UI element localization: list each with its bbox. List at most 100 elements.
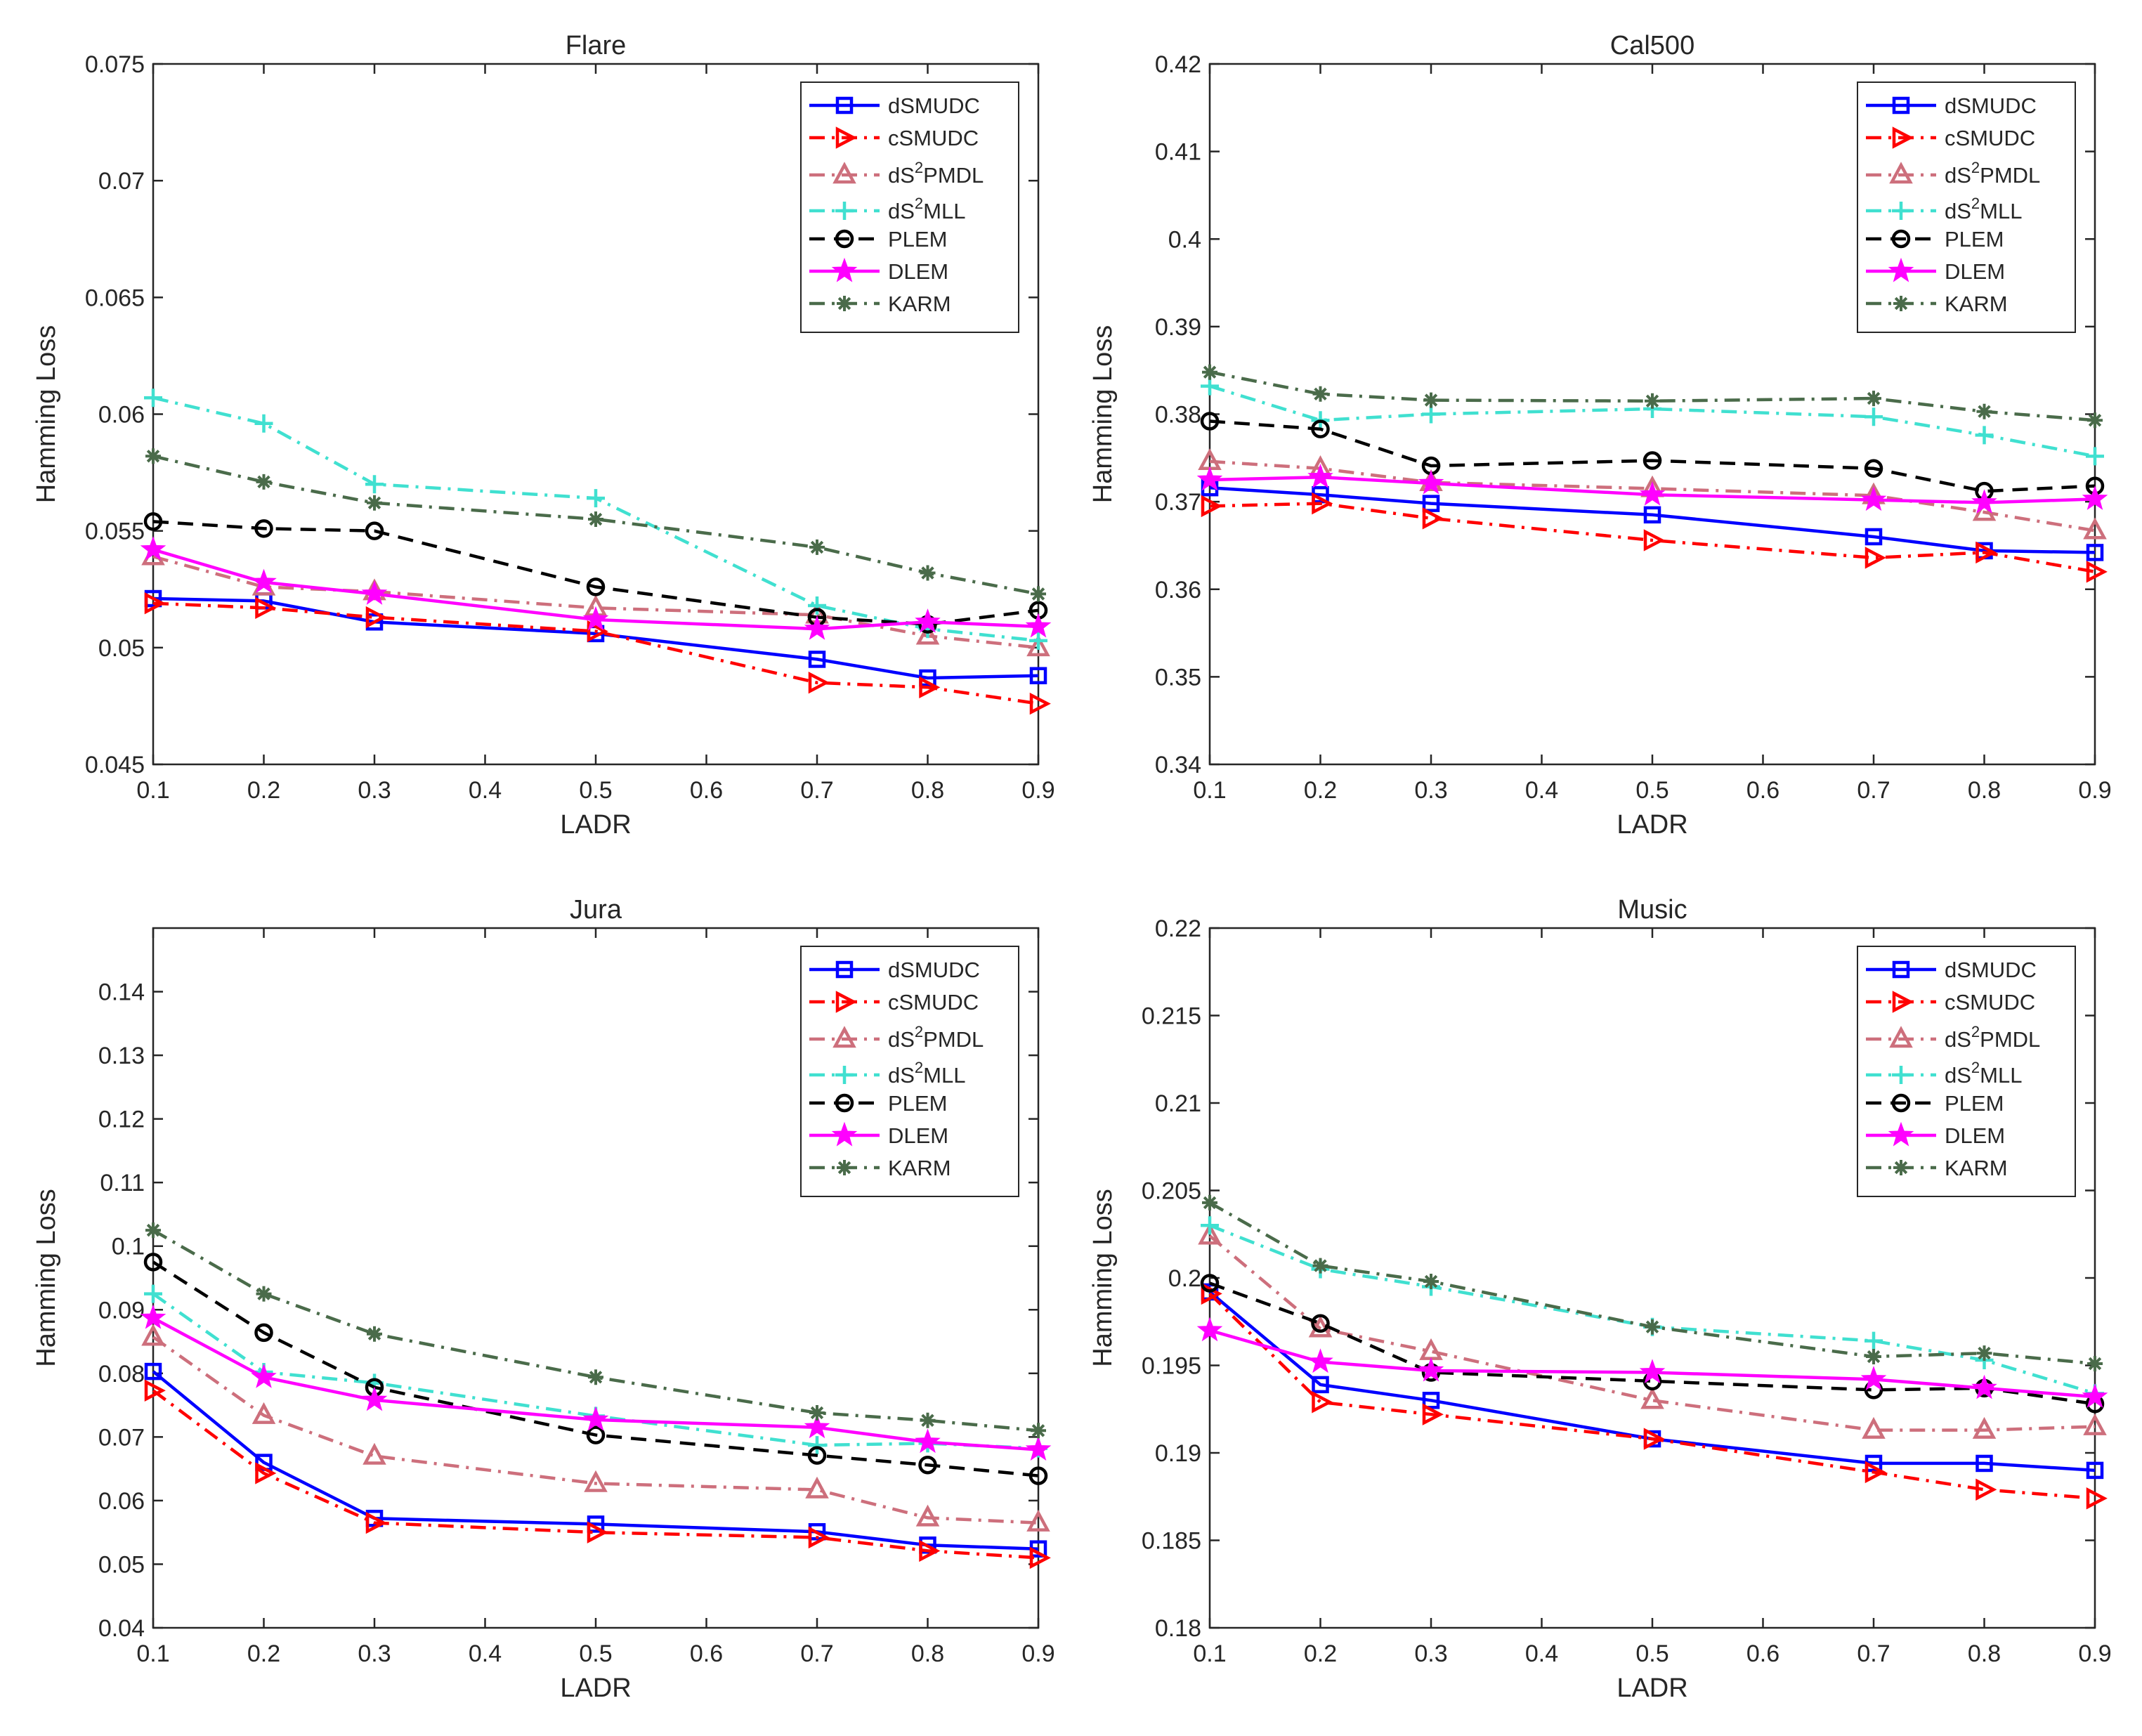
data-point-karm	[588, 511, 603, 527]
data-point-dlem	[1639, 481, 1666, 506]
legend-marker	[831, 257, 858, 282]
series-line-plem	[152, 520, 1039, 626]
legend-label: dS2PMDL	[1945, 1023, 2040, 1052]
x-axis-label: LADR	[560, 810, 631, 840]
x-tick-label: 0.8	[1968, 777, 2001, 804]
x-tick-label: 0.6	[1746, 777, 1779, 804]
data-point-dlem	[361, 580, 388, 605]
legend: dSMUDC cSMUDC dS2PMDL dS2MLL PLEM DLEM KARM	[800, 81, 1019, 333]
data-point-dlem	[582, 1406, 609, 1431]
legend-marker	[1893, 1160, 1909, 1175]
legend-marker	[835, 991, 857, 1013]
data-point-ds2pmdl	[141, 1324, 165, 1346]
data-point-karm	[809, 1405, 825, 1421]
y-tick-label: 0.22	[1155, 915, 1201, 942]
legend-label: dSMUDC	[888, 93, 980, 118]
legend-item-karm: KARM	[1866, 1156, 2008, 1180]
data-point-dlem	[1860, 1366, 1887, 1390]
data-point-karm	[1202, 1194, 1217, 1210]
data-point-plem	[1200, 1274, 1220, 1293]
data-point-ds2mll	[1865, 1331, 1883, 1350]
legend-marker	[832, 1026, 856, 1048]
data-point-csmudc	[1643, 529, 1665, 552]
x-tick-label: 0.1	[1193, 1640, 1226, 1667]
legend-item-dlem: DLEM	[809, 1121, 948, 1148]
x-tick-label: 0.4	[469, 1640, 502, 1667]
x-tick-label: 0.4	[1525, 777, 1558, 804]
series-karm	[1202, 364, 2103, 429]
series-line-ds2pmdl	[1208, 1234, 2096, 1432]
legend-marker	[835, 202, 854, 220]
data-point-dsmudc	[144, 1362, 162, 1381]
data-point-dlem	[1025, 1436, 1052, 1461]
x-tick-label: 0.3	[358, 777, 391, 804]
legend-marker	[1892, 1066, 1910, 1084]
x-tick-label: 0.6	[690, 1640, 723, 1667]
y-tick-label: 0.06	[98, 1488, 145, 1515]
y-tick-label: 0.38	[1155, 402, 1201, 429]
data-point-karm	[1976, 403, 1992, 419]
legend-marker	[831, 1121, 858, 1147]
legend-marker	[1892, 202, 1910, 220]
legend-label: PLEM	[1945, 1091, 2004, 1116]
panel-flare: 0.1 0.2 0.3 0.4 0.5 0.6 0.7 0.8 0.9 0.045 0.05 0.05…	[32, 31, 1055, 840]
legend-item-dlem: DLEM	[1866, 257, 2005, 284]
data-point-dsmudc	[1029, 667, 1047, 684]
panel-jura: 0.1 0.2 0.3 0.4 0.5 0.6 0.7 0.8 0.9 0.04 0.05 0.06 0…	[32, 895, 1055, 1703]
data-point-ds2mll	[2086, 447, 2104, 466]
legend-label: dS2MLL	[888, 195, 965, 223]
data-point-plem	[918, 1455, 937, 1475]
data-point-dlem	[251, 1364, 277, 1388]
legend-label: cSMUDC	[1945, 990, 2035, 1014]
y-tick-label: 0.41	[1155, 139, 1201, 166]
series-csmudc	[1201, 1282, 2108, 1510]
data-point-karm	[145, 448, 161, 464]
x-tick-label: 0.2	[247, 777, 280, 804]
series-dlem	[1196, 1317, 2108, 1408]
data-point-csmudc	[1643, 1428, 1665, 1450]
x-tick-label: 0.9	[1021, 777, 1054, 804]
legend-marker	[1889, 1026, 1913, 1048]
legend-label: DLEM	[888, 1123, 948, 1148]
data-point-karm	[1645, 393, 1660, 409]
series-csmudc	[1201, 492, 2108, 583]
legend-item-csmudc: cSMUDC	[1866, 990, 2035, 1014]
y-tick-label: 0.42	[1155, 51, 1201, 78]
data-point-ds2mll	[808, 596, 826, 615]
legend-label: dS2PMDL	[888, 1023, 984, 1052]
data-point-csmudc	[255, 596, 277, 620]
chart-title: Flare	[566, 31, 627, 60]
legend-marker	[832, 162, 856, 184]
legend-marker	[837, 296, 852, 311]
legend-item-karm: KARM	[809, 1156, 951, 1180]
series-dlem	[140, 1304, 1052, 1461]
x-tick-label: 0.8	[911, 1640, 944, 1667]
y-axis-label: Hamming Loss	[32, 1189, 61, 1366]
data-point-ds2pmdl	[915, 622, 940, 645]
x-tick-label: 0.4	[1525, 1640, 1558, 1667]
legend-marker	[1888, 1121, 1914, 1147]
data-point-csmudc	[144, 1379, 166, 1402]
data-point-dlem	[1860, 486, 1887, 511]
legend-marker	[1893, 296, 1909, 311]
data-point-plem	[365, 521, 384, 540]
data-point-csmudc	[1312, 492, 1333, 515]
series-ds2mll	[144, 389, 1047, 650]
data-point-dsmudc	[2086, 1461, 2104, 1480]
y-tick-label: 0.07	[98, 1424, 145, 1451]
legend-item-dsmudc: dSMUDC	[809, 958, 980, 982]
data-point-plem	[1311, 419, 1330, 438]
data-point-plem	[254, 1323, 273, 1343]
data-point-dlem	[1418, 469, 1444, 495]
series-line-plem	[152, 1260, 1039, 1477]
legend-marker	[835, 96, 854, 115]
y-tick-label: 0.34	[1155, 752, 1201, 778]
x-tick-label: 0.2	[247, 1640, 280, 1667]
series-ds2pmdl	[141, 1324, 1050, 1532]
data-point-plem	[1864, 459, 1883, 478]
y-tick-label: 0.35	[1155, 664, 1201, 691]
legend-label: DLEM	[888, 259, 948, 284]
legend-item-plem: PLEM	[1866, 227, 2004, 252]
x-tick-label: 0.6	[690, 777, 723, 804]
series-csmudc	[144, 1379, 1051, 1569]
